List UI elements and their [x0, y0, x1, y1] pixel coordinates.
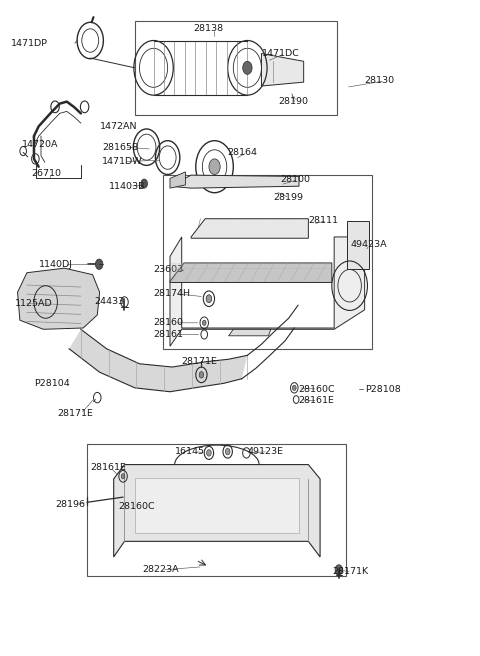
Bar: [163, 175, 372, 349]
Circle shape: [243, 61, 252, 74]
Text: P28104: P28104: [34, 379, 70, 388]
Polygon shape: [170, 263, 332, 283]
Circle shape: [141, 179, 147, 188]
Circle shape: [121, 474, 125, 479]
Text: 28199: 28199: [273, 194, 303, 203]
Text: 28196: 28196: [55, 501, 85, 510]
Text: 1125AD: 1125AD: [15, 298, 53, 308]
Text: 28174H: 28174H: [154, 289, 191, 298]
Polygon shape: [170, 237, 365, 346]
Polygon shape: [170, 175, 299, 188]
Text: 1140DJ: 1140DJ: [39, 260, 72, 270]
Circle shape: [199, 371, 204, 378]
Text: P28108: P28108: [365, 384, 400, 394]
Polygon shape: [69, 329, 247, 392]
Text: 26710: 26710: [32, 169, 61, 178]
Circle shape: [206, 295, 212, 302]
Bar: [347, 220, 369, 270]
Circle shape: [209, 159, 220, 174]
Text: 28111: 28111: [308, 216, 338, 225]
Text: 49123E: 49123E: [247, 447, 283, 456]
Text: 28171K: 28171K: [332, 567, 368, 577]
Polygon shape: [114, 464, 320, 557]
Text: 1472AN: 1472AN: [100, 122, 137, 131]
Text: 28171E: 28171E: [182, 358, 217, 366]
Text: 28160C: 28160C: [119, 502, 155, 512]
Polygon shape: [191, 218, 308, 238]
Text: 28100: 28100: [280, 175, 310, 184]
Text: 14720A: 14720A: [22, 140, 59, 149]
Text: 23603: 23603: [154, 265, 184, 274]
Circle shape: [96, 259, 103, 270]
Circle shape: [292, 385, 296, 390]
Bar: [87, 443, 346, 577]
Text: 28161: 28161: [154, 330, 183, 339]
Text: 28130: 28130: [365, 76, 395, 85]
Text: 28161E: 28161E: [90, 463, 126, 472]
Text: 49423A: 49423A: [350, 240, 387, 249]
Polygon shape: [18, 268, 100, 329]
Text: 11403B: 11403B: [109, 182, 145, 191]
Circle shape: [206, 449, 211, 456]
Polygon shape: [135, 478, 299, 533]
Circle shape: [335, 565, 343, 575]
Text: 28160: 28160: [154, 318, 183, 327]
Text: 1471DW: 1471DW: [102, 157, 143, 166]
Text: 1471DP: 1471DP: [11, 39, 48, 48]
Text: 28138: 28138: [193, 24, 224, 33]
Polygon shape: [228, 329, 271, 336]
Text: 16145: 16145: [175, 447, 204, 456]
Bar: [135, 21, 336, 115]
Text: 1471DC: 1471DC: [262, 49, 300, 58]
Text: 28165B: 28165B: [102, 142, 138, 152]
Text: 28190: 28190: [278, 97, 308, 106]
Text: 28160C: 28160C: [298, 384, 335, 394]
Polygon shape: [262, 54, 304, 86]
Circle shape: [203, 320, 206, 325]
Text: 28164: 28164: [228, 148, 258, 157]
Polygon shape: [170, 172, 185, 188]
Text: 28171E: 28171E: [58, 409, 93, 419]
Text: 28161E: 28161E: [298, 396, 334, 405]
Circle shape: [225, 448, 230, 455]
Text: 24433: 24433: [94, 297, 124, 306]
Text: 28223A: 28223A: [142, 565, 179, 575]
